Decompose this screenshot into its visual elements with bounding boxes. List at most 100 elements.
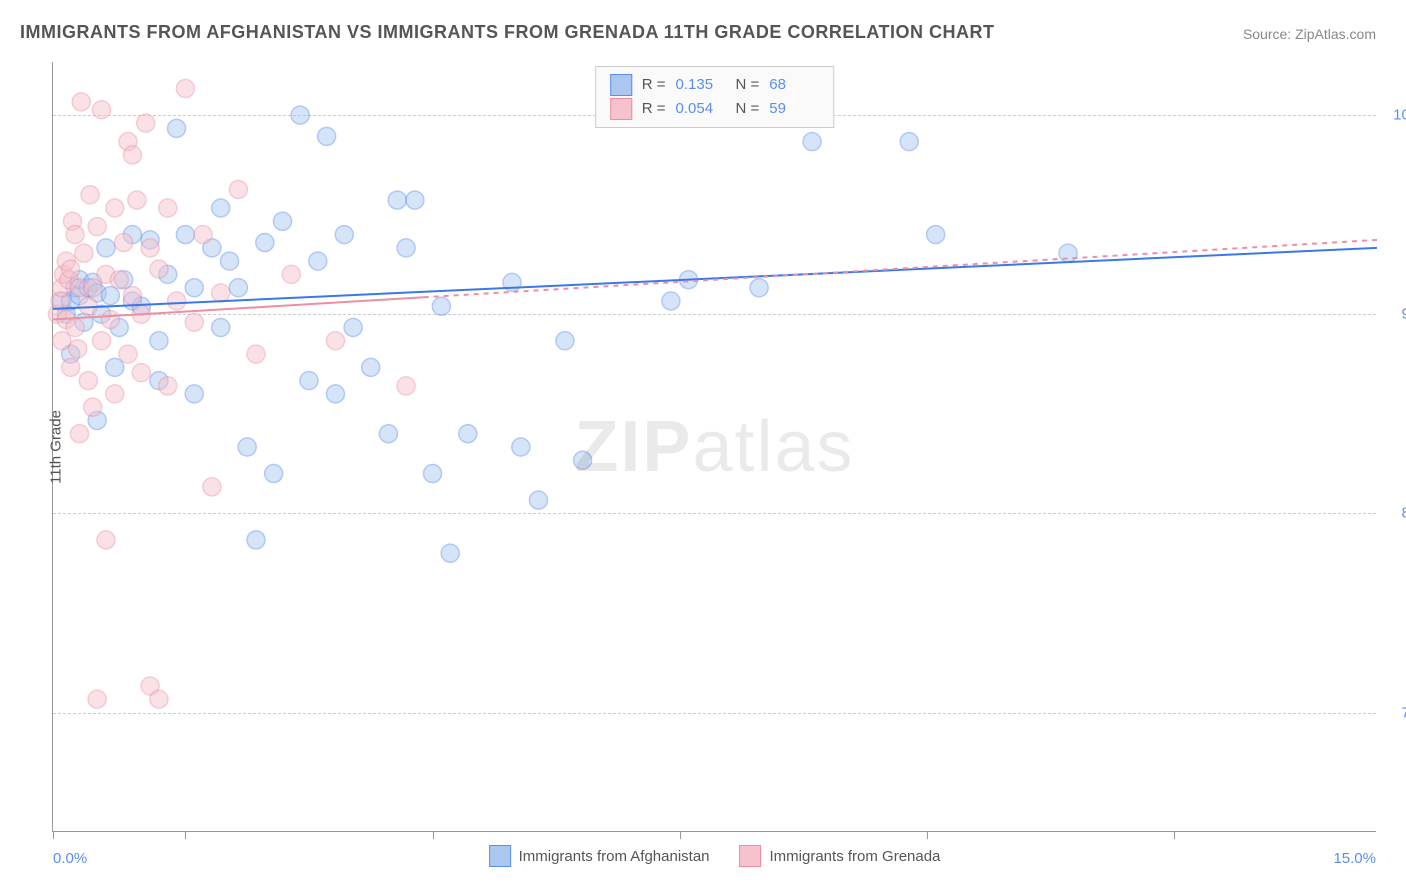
swatch-icon (740, 845, 762, 867)
data-point (441, 544, 459, 562)
swatch-icon (610, 98, 632, 120)
y-tick-label: 100.0% (1384, 107, 1406, 124)
data-point (406, 191, 424, 209)
data-point (75, 244, 93, 262)
data-point (927, 226, 945, 244)
x-tick (433, 831, 434, 839)
data-point (66, 319, 84, 337)
data-point (168, 119, 186, 137)
data-point (379, 425, 397, 443)
data-point (79, 372, 97, 390)
data-point (101, 311, 119, 329)
x-tick (53, 831, 54, 839)
trend-line (53, 248, 1377, 309)
data-point (397, 239, 415, 257)
legend-row-series-1: R = 0.054 N = 59 (610, 97, 820, 121)
y-tick-label: 77.5% (1384, 704, 1406, 721)
data-point (203, 478, 221, 496)
data-point (110, 271, 128, 289)
data-point (106, 385, 124, 403)
data-point (159, 377, 177, 395)
data-point (265, 465, 283, 483)
data-point (128, 191, 146, 209)
data-point (176, 226, 194, 244)
swatch-icon (489, 845, 511, 867)
data-point (221, 252, 239, 270)
data-point (229, 180, 247, 198)
data-point (70, 425, 88, 443)
data-point (326, 332, 344, 350)
correlation-legend: R = 0.135 N = 68 R = 0.054 N = 59 (595, 66, 835, 128)
data-point (344, 319, 362, 337)
data-point (212, 319, 230, 337)
swatch-icon (610, 74, 632, 96)
data-point (150, 332, 168, 350)
data-point (194, 226, 212, 244)
data-point (273, 212, 291, 230)
data-point (1059, 244, 1077, 262)
data-point (93, 332, 111, 350)
data-point (256, 234, 274, 252)
data-point (335, 226, 353, 244)
data-point (84, 398, 102, 416)
data-point (88, 690, 106, 708)
data-point (291, 106, 309, 124)
data-point (229, 279, 247, 297)
data-point (397, 377, 415, 395)
data-point (97, 239, 115, 257)
legend-row-series-0: R = 0.135 N = 68 (610, 73, 820, 97)
data-point (150, 690, 168, 708)
data-point (106, 199, 124, 217)
data-point (238, 438, 256, 456)
data-point (459, 425, 477, 443)
x-axis-max-label: 15.0% (1333, 850, 1376, 867)
data-point (69, 340, 87, 358)
data-point (88, 218, 106, 236)
data-point (72, 93, 90, 111)
data-point (115, 234, 133, 252)
x-tick (680, 831, 681, 839)
data-point (574, 451, 592, 469)
x-tick (927, 831, 928, 839)
data-point (212, 199, 230, 217)
x-axis-min-label: 0.0% (53, 850, 87, 867)
data-point (150, 260, 168, 278)
data-point (93, 101, 111, 119)
data-point (529, 491, 547, 509)
data-point (326, 385, 344, 403)
x-tick (1174, 831, 1175, 839)
data-point (141, 239, 159, 257)
data-point (309, 252, 327, 270)
data-point (424, 465, 442, 483)
data-point (247, 345, 265, 363)
y-tick-label: 85.0% (1384, 505, 1406, 522)
data-point (282, 265, 300, 283)
chart-title: IMMIGRANTS FROM AFGHANISTAN VS IMMIGRANT… (20, 22, 994, 43)
data-point (81, 186, 99, 204)
data-point (362, 358, 380, 376)
data-point (185, 385, 203, 403)
data-point (159, 199, 177, 217)
series-legend: Immigrants from Afghanistan Immigrants f… (489, 845, 941, 867)
data-point (123, 287, 141, 305)
data-point (119, 345, 137, 363)
data-point (66, 226, 84, 244)
data-point (97, 531, 115, 549)
y-tick-label: 92.5% (1384, 306, 1406, 323)
data-point (432, 297, 450, 315)
data-point (900, 133, 918, 151)
data-point (212, 284, 230, 302)
source-attribution: Source: ZipAtlas.com (1243, 26, 1376, 42)
legend-item-series-1: Immigrants from Grenada (740, 845, 941, 867)
legend-item-series-0: Immigrants from Afghanistan (489, 845, 710, 867)
data-point (247, 531, 265, 549)
data-point (137, 114, 155, 132)
data-point (123, 146, 141, 164)
data-point (662, 292, 680, 310)
data-point (132, 364, 150, 382)
data-point (318, 127, 336, 145)
data-point (106, 358, 124, 376)
data-point (176, 80, 194, 98)
trend-line (424, 240, 1377, 297)
data-point (185, 279, 203, 297)
